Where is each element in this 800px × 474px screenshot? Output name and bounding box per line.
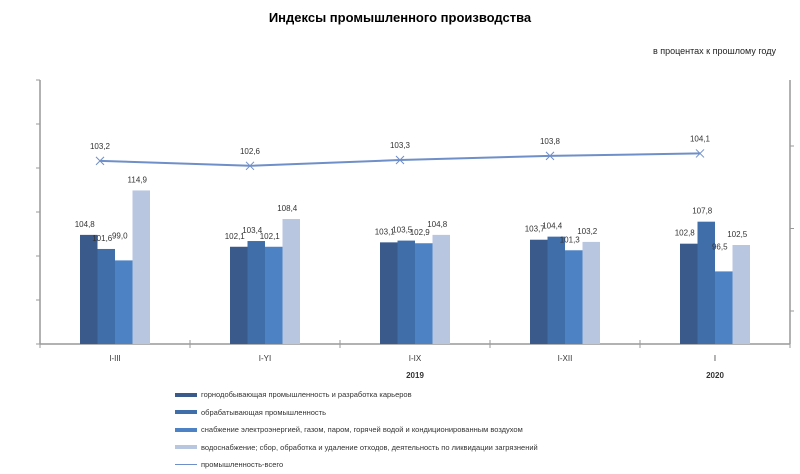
data-label: 102,1 (260, 232, 281, 241)
x-tick-label: I-IX (409, 354, 422, 363)
bar (582, 241, 600, 344)
legend: горнодобывающая промышленность и разрабо… (175, 386, 538, 474)
data-label: 114,9 (128, 175, 148, 184)
data-label: 103,1 (375, 227, 396, 236)
bar (97, 248, 115, 344)
data-label: 108,4 (277, 204, 298, 213)
data-label: 107,8 (692, 207, 713, 216)
bar (547, 236, 565, 344)
data-label: 103,5 (392, 226, 413, 235)
bar (132, 190, 150, 344)
data-label: 102,9 (410, 228, 431, 237)
legend-item: обрабатывающая промышленность (175, 404, 538, 422)
bar (380, 242, 398, 344)
x-tick-label: I-YI (259, 354, 271, 363)
x-marker-icon (95, 156, 105, 166)
bar (265, 246, 283, 344)
bar (715, 271, 733, 344)
line-data-label: 103,8 (540, 137, 561, 146)
legend-swatch (175, 410, 197, 415)
legend-item: водоснабжение; сбор, обработка и удалени… (175, 439, 538, 457)
line-data-label: 104,1 (690, 134, 711, 143)
x-tick-label: I-XII (558, 354, 573, 363)
data-label: 102,1 (225, 232, 246, 241)
legend-swatch (175, 427, 197, 432)
x-marker-icon (395, 155, 405, 165)
x-marker-icon (245, 161, 255, 171)
year-label: 2020 (706, 371, 724, 380)
x-tick-label: I-III (109, 354, 121, 363)
data-label: 99,0 (112, 231, 128, 240)
legend-label: водоснабжение; сбор, обработка и удалени… (201, 442, 538, 452)
legend-swatch (175, 445, 197, 450)
year-label: 2019 (406, 371, 424, 380)
data-label: 104,4 (542, 222, 563, 231)
bar (565, 250, 583, 344)
legend-line-marker-icon (175, 464, 197, 466)
data-label: 102,5 (727, 230, 748, 239)
bar (732, 245, 750, 344)
bar (282, 219, 300, 344)
line-data-label: 102,6 (240, 147, 261, 156)
legend-label: промышленность-всего (201, 460, 284, 470)
chart-title: Индексы промышленного производства (268, 10, 532, 25)
bar (680, 243, 698, 344)
bar (115, 260, 133, 344)
legend-item: промышленность-всего (175, 456, 538, 474)
data-label: 103,2 (577, 227, 598, 236)
chart-subtitle: в процентах к прошлому году (652, 46, 776, 56)
data-label: 101,3 (560, 235, 581, 244)
data-label: 103,7 (525, 225, 546, 234)
bar (530, 239, 548, 344)
bar (230, 246, 248, 344)
bar (415, 243, 433, 344)
x-marker-icon (695, 149, 705, 158)
x-tick-label: I (714, 354, 716, 363)
line-data-label: 103,3 (390, 141, 411, 150)
legend-label: горнодобывающая промышленность и разрабо… (201, 390, 412, 400)
data-label: 104,8 (427, 220, 448, 229)
legend-item: снабжение электроэнергией, газом, паром,… (175, 421, 538, 439)
legend-label: снабжение электроэнергией, газом, паром,… (201, 425, 523, 435)
data-label: 104,8 (75, 220, 96, 229)
line-data-label: 103,2 (90, 142, 111, 151)
data-label: 103,4 (242, 226, 263, 235)
data-label: 96,5 (712, 242, 728, 251)
legend-item: горнодобывающая промышленность и разрабо… (175, 386, 538, 404)
data-label: 101,6 (92, 234, 113, 243)
bar (397, 240, 415, 344)
legend-swatch (175, 392, 197, 397)
data-label: 102,8 (675, 229, 696, 238)
bar (432, 234, 450, 344)
bar (247, 241, 265, 344)
x-marker-icon (545, 151, 555, 161)
bar (80, 234, 98, 344)
bar (697, 221, 715, 344)
legend-label: обрабатывающая промышленность (201, 407, 327, 417)
